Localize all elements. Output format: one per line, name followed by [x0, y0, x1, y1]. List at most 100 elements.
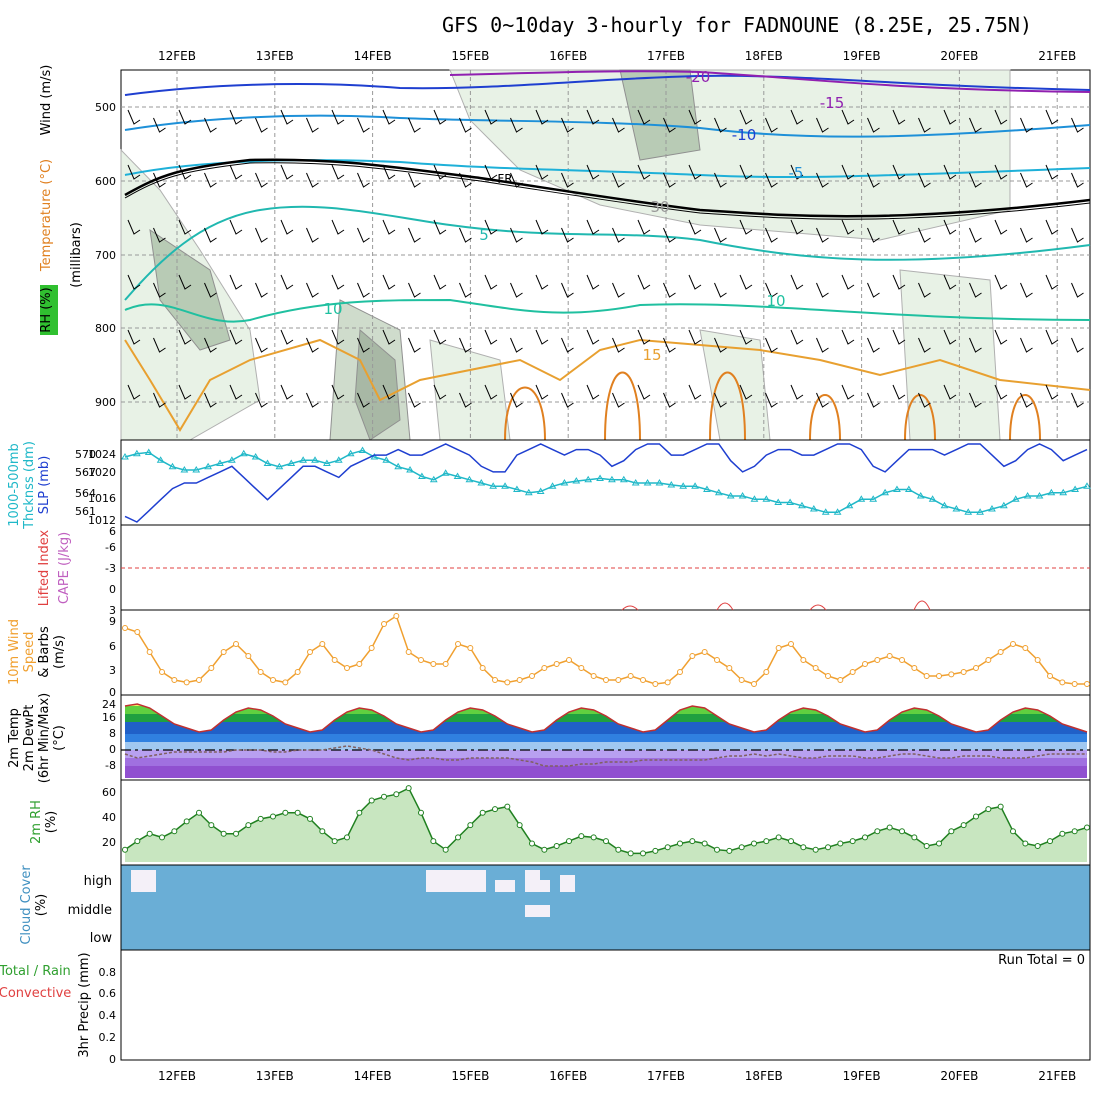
- thickness-point: [168, 462, 177, 470]
- wind-barb: [1071, 172, 1084, 188]
- axis-tick: 6: [109, 525, 116, 538]
- temp-band: [125, 750, 1087, 758]
- thickness-point: [560, 479, 569, 486]
- wind10m-point: [516, 677, 523, 683]
- wind-barb: [459, 282, 472, 298]
- wind-barb: [408, 392, 421, 408]
- wind-barb: [943, 384, 957, 400]
- rh2m-point: [677, 840, 683, 847]
- rh2m-point: [936, 840, 942, 847]
- wind-barb: [127, 219, 141, 235]
- thickness-point: [334, 456, 343, 463]
- wind10m-point: [960, 669, 967, 675]
- wind-barb: [969, 117, 982, 133]
- wind-barb: [178, 164, 192, 180]
- wind10m-point: [751, 681, 757, 687]
- rh2m-point: [960, 822, 967, 829]
- wind-barb: [306, 392, 319, 408]
- panel-label: SLP (mb): [37, 456, 52, 515]
- thickness-point: [263, 459, 272, 466]
- wind-barb: [867, 392, 880, 408]
- bottom-date-label: 20FEB: [940, 1069, 978, 1083]
- axis-tick: 24: [102, 698, 116, 711]
- wind-barb: [382, 109, 396, 125]
- wind-barb: [127, 274, 141, 290]
- wind-barb: [1045, 219, 1059, 235]
- wind-barb: [969, 172, 982, 188]
- wind-barb: [382, 329, 396, 345]
- wind-barb: [433, 329, 447, 345]
- wind-barb: [867, 117, 880, 133]
- thickness-point: [251, 453, 260, 460]
- thickness-point: [833, 508, 842, 515]
- wind10m-point: [183, 679, 190, 686]
- contour-label: 10: [323, 300, 342, 318]
- wind-barb: [765, 117, 778, 133]
- rh2m-point: [430, 838, 437, 845]
- rh2m-point: [862, 834, 868, 841]
- wind-barb: [433, 274, 447, 290]
- wind-barb: [255, 227, 268, 243]
- thickness-point: [323, 459, 331, 466]
- wind-barb: [637, 274, 651, 290]
- contour-label: 30: [650, 198, 669, 216]
- wind-barb: [306, 337, 319, 353]
- precip-panel: [120, 949, 1091, 1061]
- wind-barb: [892, 109, 906, 125]
- wind-barb: [994, 219, 1008, 235]
- wind-barb: [561, 227, 574, 243]
- thickness-point: [287, 459, 296, 466]
- wind-barb: [459, 337, 472, 353]
- axis-tick: 16: [102, 711, 116, 724]
- thickness-point: [156, 456, 165, 463]
- wind-barb: [535, 329, 549, 345]
- rh2m-point: [751, 840, 757, 847]
- wind-barb: [408, 117, 421, 133]
- wind-barb: [586, 109, 600, 125]
- wind-barb: [765, 172, 778, 188]
- contour-label: -15: [820, 94, 845, 112]
- wind-barb: [739, 329, 753, 345]
- stability-panel: [120, 524, 1091, 611]
- wind10m-point: [862, 661, 868, 667]
- wind-barb: [357, 117, 370, 133]
- wind-barb: [586, 164, 600, 180]
- rh2m-point: [331, 838, 338, 845]
- thickness-point: [845, 501, 854, 509]
- dewpt-line: [124, 745, 1087, 767]
- wind-barb: [433, 219, 447, 235]
- wind-barb: [714, 117, 727, 133]
- rh2m-point: [689, 838, 696, 845]
- top-date-label: 18FEB: [745, 49, 783, 63]
- rh2m-point: [615, 846, 622, 853]
- wind-barb: [382, 384, 396, 400]
- wind-barb: [510, 392, 523, 408]
- panel-label: 2m RH: [29, 800, 44, 844]
- wind-barb: [306, 117, 319, 133]
- wind10m-point: [973, 665, 979, 671]
- wind-barb: [816, 392, 829, 408]
- wind10m-point: [849, 669, 856, 675]
- axis-tick: -8: [105, 759, 116, 772]
- wind-barb: [688, 219, 702, 235]
- wind-barb: [841, 329, 855, 345]
- thickness-point: [738, 492, 747, 499]
- wind-barb: [204, 392, 217, 408]
- bottom-date-label: 21FEB: [1038, 1069, 1076, 1083]
- cloud-block: [560, 875, 575, 892]
- wind10m-point: [985, 657, 992, 663]
- thickness-point: [239, 449, 248, 457]
- rh2m-point: [122, 846, 128, 853]
- wind10m-point: [344, 665, 350, 671]
- rh2m-point: [1084, 824, 1090, 831]
- wind10m-point: [1010, 641, 1016, 647]
- wind-barb: [382, 274, 396, 290]
- rh2m-point: [282, 809, 289, 816]
- wind-barb: [918, 337, 931, 353]
- wind-barb: [994, 164, 1008, 180]
- thickness-point: [524, 488, 533, 496]
- panel-label: (m/s): [52, 635, 67, 669]
- thickness-point: [275, 462, 284, 470]
- wind10m-point: [307, 649, 313, 655]
- rh2m-point: [800, 844, 807, 851]
